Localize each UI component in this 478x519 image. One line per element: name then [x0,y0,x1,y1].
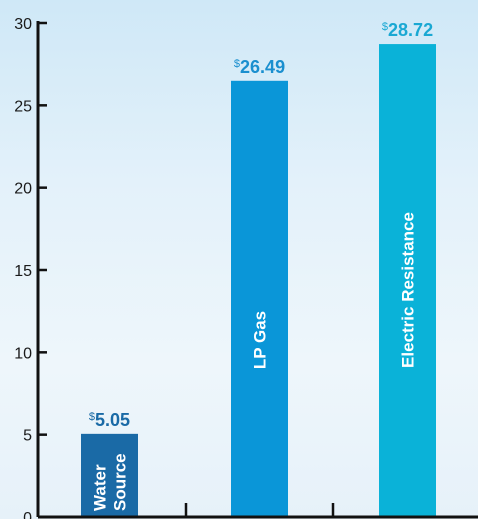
chart-axes: 0 5 10 15 20 25 30 [14,16,478,519]
bar-category-label: Electric Resistance [399,212,418,368]
y-tick-label: 10 [14,345,32,362]
bar-category-label: LP Gas [251,311,270,369]
y-tick-label: 30 [14,16,32,33]
bar-value-label: $26.49 [234,57,285,77]
bar-value-label: $5.05 [89,410,130,430]
chart-value-labels: $5.05 WaterSource $26.49 LP Gas $28.72 Electr… [89,20,433,511]
y-tick-label: 0 [23,510,32,519]
y-tick-label: 25 [14,98,32,115]
bar-value-label: $28.72 [382,20,433,40]
bar [231,80,288,516]
y-tick-label: 5 [23,428,32,445]
bar [379,44,436,516]
chart-bars [81,44,436,516]
y-tick-label: 15 [14,263,32,280]
y-tick-label: 20 [14,181,32,198]
bar-category-label: WaterSource [91,453,130,511]
bar [81,433,138,516]
